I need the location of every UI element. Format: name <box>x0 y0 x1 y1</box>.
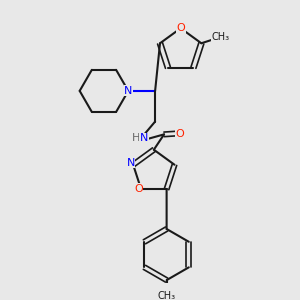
Text: CH₃: CH₃ <box>212 32 230 42</box>
Text: O: O <box>176 23 185 33</box>
Text: O: O <box>176 129 184 139</box>
Text: N: N <box>124 86 133 96</box>
Text: N: N <box>140 133 148 143</box>
Text: H: H <box>132 133 141 143</box>
Text: CH₃: CH₃ <box>158 291 176 300</box>
Text: O: O <box>134 184 143 194</box>
Text: N: N <box>126 158 135 168</box>
